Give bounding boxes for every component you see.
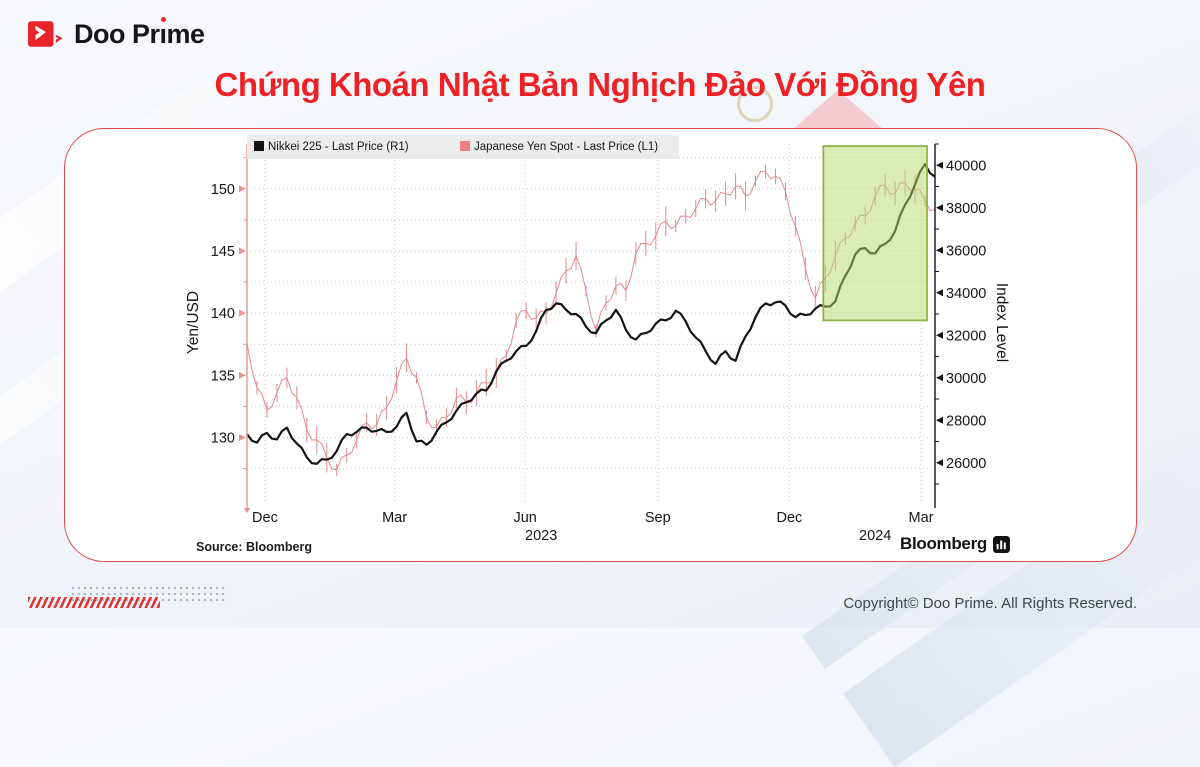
svg-text:Mar: Mar xyxy=(382,510,407,526)
chart-card: 130 135 140 145 150 Yen/USD 26000 28000 30000 320… xyxy=(64,128,1137,562)
left-axis xyxy=(239,144,251,513)
logo-i-dot xyxy=(160,17,166,22)
doo-prime-logo: Doo Prı me xyxy=(28,16,205,52)
svg-text:32000: 32000 xyxy=(946,328,986,344)
svg-text:28000: 28000 xyxy=(946,413,986,429)
svg-text:145: 145 xyxy=(211,244,235,260)
svg-text:2024: 2024 xyxy=(859,528,891,544)
decor-dot-grid xyxy=(70,585,226,603)
svg-text:30000: 30000 xyxy=(946,371,986,387)
svg-text:140: 140 xyxy=(211,306,235,322)
svg-text:150: 150 xyxy=(211,182,235,198)
doo-prime-logo-icon xyxy=(28,21,63,47)
svg-text:34000: 34000 xyxy=(946,286,986,302)
svg-text:135: 135 xyxy=(211,368,235,384)
svg-text:Jun: Jun xyxy=(513,510,536,526)
source-text: Source: Bloomberg xyxy=(196,540,312,554)
svg-text:Dec: Dec xyxy=(252,510,278,526)
nikkei-line xyxy=(246,163,936,465)
svg-text:36000: 36000 xyxy=(946,243,986,259)
svg-text:130: 130 xyxy=(211,431,235,447)
decor-red-stripes xyxy=(28,597,160,608)
svg-text:26000: 26000 xyxy=(946,456,986,472)
svg-text:Dec: Dec xyxy=(777,510,803,526)
svg-text:Nikkei 225 - Last Price (R1): Nikkei 225 - Last Price (R1) xyxy=(268,141,409,153)
copyright-text: Copyright© Doo Prime. All Rights Reserve… xyxy=(843,595,1137,612)
svg-text:Sep: Sep xyxy=(645,510,671,526)
svg-text:Yen/USD: Yen/USD xyxy=(185,291,202,354)
page-title: Chứng Khoán Nhật Bản Nghịch Đảo Với Đồng… xyxy=(214,66,986,103)
svg-text:Mar: Mar xyxy=(909,510,934,526)
highlight-box xyxy=(822,145,928,322)
bloomberg-watermark: Bloomberg xyxy=(900,534,1010,554)
legend-swatch-yen xyxy=(460,141,470,151)
bloomberg-terminal-icon xyxy=(993,535,1010,553)
svg-text:Index Level: Index Level xyxy=(993,283,1010,362)
svg-text:38000: 38000 xyxy=(946,201,986,217)
svg-text:Japanese Yen Spot - Last Price: Japanese Yen Spot - Last Price (L1) xyxy=(474,141,658,153)
chart-svg: 130 135 140 145 150 Yen/USD 26000 28000 30000 320… xyxy=(185,135,1010,544)
svg-text:2023: 2023 xyxy=(525,528,557,544)
right-axis xyxy=(934,143,943,508)
legend-swatch-nikkei xyxy=(254,141,264,151)
doo-prime-logo-text: Doo Prı me xyxy=(74,17,205,49)
svg-text:40000: 40000 xyxy=(946,158,986,174)
